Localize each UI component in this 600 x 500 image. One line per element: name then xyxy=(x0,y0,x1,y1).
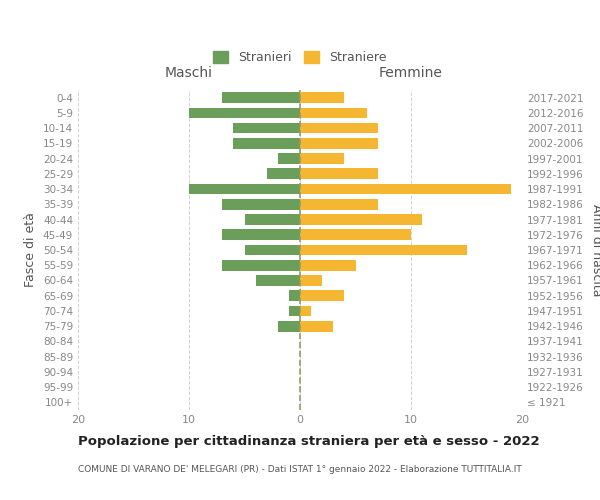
Bar xyxy=(300,108,367,118)
Bar xyxy=(300,275,322,286)
Bar xyxy=(300,123,378,134)
Bar xyxy=(233,138,300,148)
Bar xyxy=(289,290,300,301)
Bar xyxy=(300,92,344,103)
Bar xyxy=(189,184,300,194)
Bar xyxy=(189,108,300,118)
Bar xyxy=(300,199,378,209)
Bar xyxy=(300,168,378,179)
Bar xyxy=(289,306,300,316)
Bar xyxy=(222,230,300,240)
Y-axis label: Fasce di età: Fasce di età xyxy=(25,212,37,288)
Bar xyxy=(278,321,300,332)
Text: Femmine: Femmine xyxy=(379,66,443,80)
Legend: Stranieri, Straniere: Stranieri, Straniere xyxy=(207,45,393,70)
Bar xyxy=(300,306,311,316)
Bar xyxy=(300,184,511,194)
Bar xyxy=(245,214,300,225)
Bar xyxy=(256,275,300,286)
Bar xyxy=(300,290,344,301)
Bar xyxy=(300,214,422,225)
Text: Popolazione per cittadinanza straniera per età e sesso - 2022: Popolazione per cittadinanza straniera p… xyxy=(78,435,539,448)
Bar xyxy=(278,153,300,164)
Bar xyxy=(245,244,300,256)
Bar xyxy=(222,92,300,103)
Bar xyxy=(300,230,411,240)
Bar xyxy=(233,123,300,134)
Bar xyxy=(300,153,344,164)
Bar xyxy=(300,321,334,332)
Text: Maschi: Maschi xyxy=(165,66,213,80)
Text: COMUNE DI VARANO DE' MELEGARI (PR) - Dati ISTAT 1° gennaio 2022 - Elaborazione T: COMUNE DI VARANO DE' MELEGARI (PR) - Dat… xyxy=(78,465,522,474)
Bar xyxy=(300,138,378,148)
Y-axis label: Anni di nascita: Anni di nascita xyxy=(590,204,600,296)
Bar xyxy=(222,260,300,270)
Bar xyxy=(300,260,355,270)
Bar xyxy=(266,168,300,179)
Bar xyxy=(300,244,467,256)
Bar xyxy=(222,199,300,209)
